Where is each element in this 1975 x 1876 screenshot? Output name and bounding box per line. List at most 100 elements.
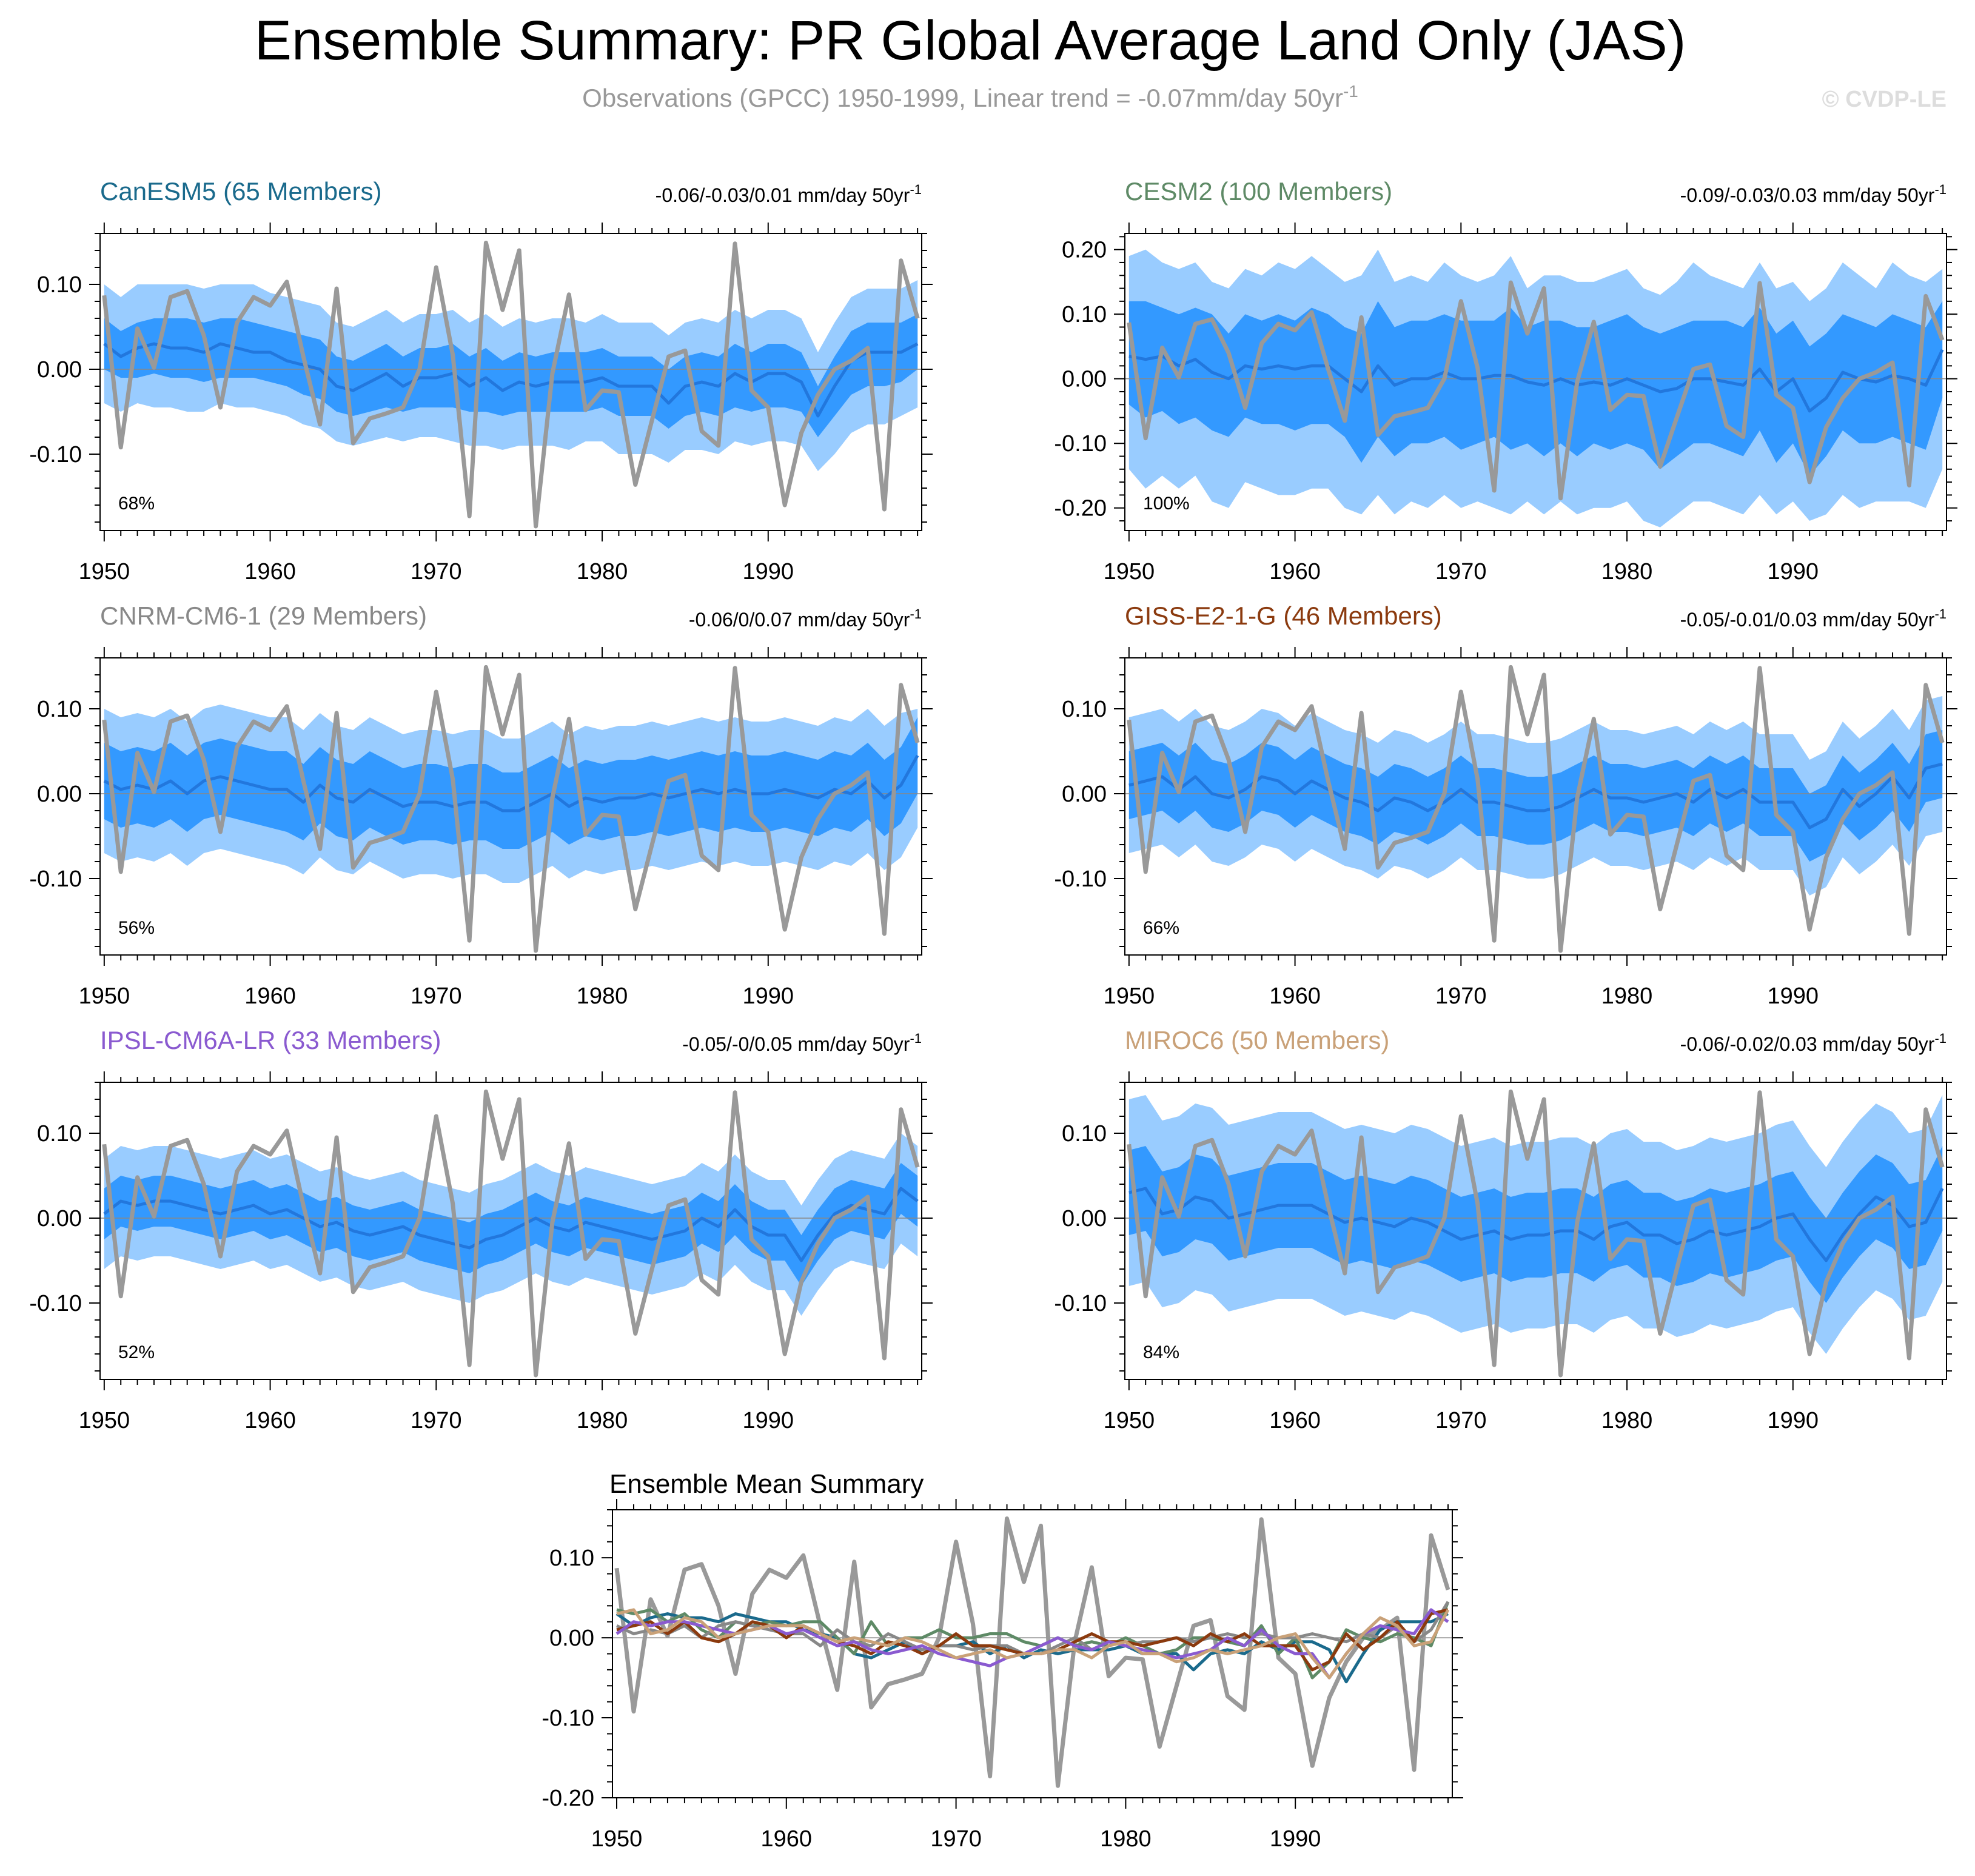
trend-range-sup: -1: [910, 606, 922, 621]
band-25-75-giss: [1128, 730, 1943, 862]
trend-range-sup: -1: [910, 1031, 922, 1046]
x-tick-label: 1950: [79, 1408, 130, 1433]
trend-range-sup: -1: [1934, 1031, 1946, 1046]
x-tick-label: 1990: [1768, 983, 1819, 1009]
trend-range-sup: -1: [1934, 182, 1946, 197]
panel-title: IPSL-CM6A-LR (33 Members): [100, 1026, 441, 1054]
x-tick-label: 1960: [244, 559, 296, 585]
trend-range: -0.05/-0.01/0.03 mm/day 50yr-1: [1680, 606, 1946, 631]
panel-canesm5: 1950 1960 1970 1980 1990 -0.10 0.00 0.10 CanESM5…: [29, 177, 933, 585]
x-tick-label: 1950: [591, 1826, 643, 1852]
band-25-75-cnrm: [104, 717, 918, 849]
ensemble-mean-line: [1128, 1187, 1944, 1262]
y-tick-label: 0.20: [1062, 238, 1107, 263]
band-25-75-canesm5: [104, 314, 918, 437]
y-tick-label: -0.10: [29, 866, 82, 892]
percent-label: 56%: [118, 918, 155, 938]
panel-title: GISS-E2-1-G (46 Members): [1125, 601, 1442, 630]
x-tick-label: 1980: [1100, 1826, 1152, 1852]
x-tick-label: 1950: [1104, 983, 1155, 1009]
panel-title: CESM2 (100 Members): [1125, 177, 1392, 206]
x-tick-label: 1980: [1601, 1408, 1653, 1433]
band-25-75-miroc6: [1128, 1146, 1943, 1303]
x-tick-label: 1960: [244, 1408, 296, 1433]
y-tick-label: 0.00: [1062, 1206, 1107, 1231]
y-tick-label: -0.10: [1054, 1291, 1107, 1316]
observations-line: [102, 240, 920, 529]
x-tick-label: 1960: [1269, 983, 1321, 1009]
panel-cesm2: 1950 1960 1970 1980 1990 -0.20 -0.10 0.00 0.10 0.…: [1054, 177, 1957, 585]
ensemble-mean-line: [103, 754, 919, 812]
x-tick-label: 1970: [1435, 559, 1487, 585]
y-tick-label: -0.10: [542, 1706, 594, 1731]
trend-range-text: -0.06/-0.03/0.01 mm/day 50yr: [656, 184, 910, 206]
x-tick-label: 1970: [411, 559, 462, 585]
ensemble-mean-line: [103, 342, 919, 418]
trend-range: -0.06/-0.03/0.01 mm/day 50yr-1: [656, 182, 922, 206]
percent-label: 52%: [118, 1342, 155, 1362]
x-tick-label: 1980: [577, 983, 628, 1009]
x-tick-label: 1990: [1270, 1826, 1321, 1852]
plot-frame: [1124, 233, 1947, 531]
figure-subtitle: Observations (GPCC) 1950-1999, Linear tr…: [582, 82, 1358, 112]
panel-summary: 1950 1960 1970 1980 1990 -0.20 -0.10 0.00 0.10 En…: [542, 1469, 1463, 1852]
panel-cnrm: 1950 1960 1970 1980 1990 -0.10 0.00 0.10 CNRM-CM…: [29, 601, 933, 1009]
trend-range-text: -0.06/0/0.07 mm/day 50yr: [689, 609, 910, 631]
panel-ipsl: 1950 1960 1970 1980 1990 -0.10 0.00 0.10 IPSL-CM…: [29, 1026, 933, 1433]
band-25-75-ipsl: [104, 1163, 918, 1286]
plot-frame: [99, 1082, 922, 1380]
x-tick-label: 1950: [79, 559, 130, 585]
x-tick-label: 1960: [761, 1826, 813, 1852]
x-tick-label: 1960: [1269, 1408, 1321, 1433]
x-tick-label: 1980: [577, 1408, 628, 1433]
x-tick-label: 1990: [1768, 559, 1819, 585]
y-tick-label: -0.10: [1054, 431, 1107, 457]
y-tick-label: 0.00: [1062, 367, 1107, 392]
watermark: © CVDP-LE: [1822, 87, 1946, 112]
ensemble-mean-line: [103, 1187, 919, 1262]
y-tick-label: 0.10: [37, 697, 82, 722]
percent-label: 68%: [118, 494, 155, 514]
x-tick-label: 1950: [1104, 1408, 1155, 1433]
trend-range: -0.05/-0/0.05 mm/day 50yr-1: [682, 1031, 922, 1055]
x-tick-label: 1960: [244, 983, 296, 1009]
trend-range-text: -0.05/-0/0.05 mm/day 50yr: [682, 1033, 910, 1055]
x-tick-label: 1990: [743, 1408, 794, 1433]
figure-subtitle-sup: -1: [1343, 82, 1358, 101]
observations-line: [614, 1516, 1450, 1788]
figure-title: Ensemble Summary: PR Global Average Land…: [255, 10, 1686, 72]
percent-label: 100%: [1143, 494, 1190, 514]
ensemble-mean-miroc6: [616, 1608, 1450, 1680]
y-tick-label: 0.10: [37, 1121, 82, 1147]
y-tick-label: 0.10: [37, 272, 82, 298]
x-tick-label: 1970: [930, 1826, 982, 1852]
x-tick-label: 1950: [1104, 559, 1155, 585]
plot-frame: [99, 657, 922, 956]
panel-giss: 1950 1960 1970 1980 1990 -0.10 0.00 0.10 GISS-E2…: [1054, 601, 1957, 1009]
plot-frame: [1124, 657, 1947, 956]
y-tick-label: 0.10: [1062, 1121, 1107, 1147]
trend-range-text: -0.09/-0.03/0.03 mm/day 50yr: [1680, 184, 1935, 206]
x-tick-label: 1970: [1435, 983, 1487, 1009]
trend-range-text: -0.05/-0.01/0.03 mm/day 50yr: [1680, 609, 1935, 631]
x-tick-label: 1970: [1435, 1408, 1487, 1433]
trend-range-sup: -1: [1934, 606, 1946, 621]
ensemble-mean-line: [1128, 349, 1944, 413]
observations-line: [1127, 1089, 1945, 1378]
panel-title: CNRM-CM6-1 (29 Members): [100, 601, 427, 630]
panels: 1950 1960 1970 1980 1990 -0.10 0.00 0.10 CanESM5…: [29, 177, 1957, 1852]
trend-range: -0.09/-0.03/0.03 mm/day 50yr-1: [1680, 182, 1946, 206]
x-tick-label: 1990: [743, 559, 794, 585]
trend-range: -0.06/0/0.07 mm/day 50yr-1: [689, 606, 922, 631]
x-tick-label: 1980: [1601, 983, 1653, 1009]
observations-line: [1127, 665, 1945, 953]
y-tick-label: -0.10: [29, 1291, 82, 1316]
y-tick-label: 0.00: [37, 357, 82, 383]
y-tick-label: -0.20: [1054, 496, 1107, 521]
y-tick-label: -0.20: [542, 1786, 594, 1811]
percent-label: 66%: [1143, 918, 1179, 938]
y-tick-label: 0.10: [549, 1546, 594, 1571]
x-tick-label: 1950: [79, 983, 130, 1009]
summary-title: Ensemble Mean Summary: [609, 1469, 924, 1499]
